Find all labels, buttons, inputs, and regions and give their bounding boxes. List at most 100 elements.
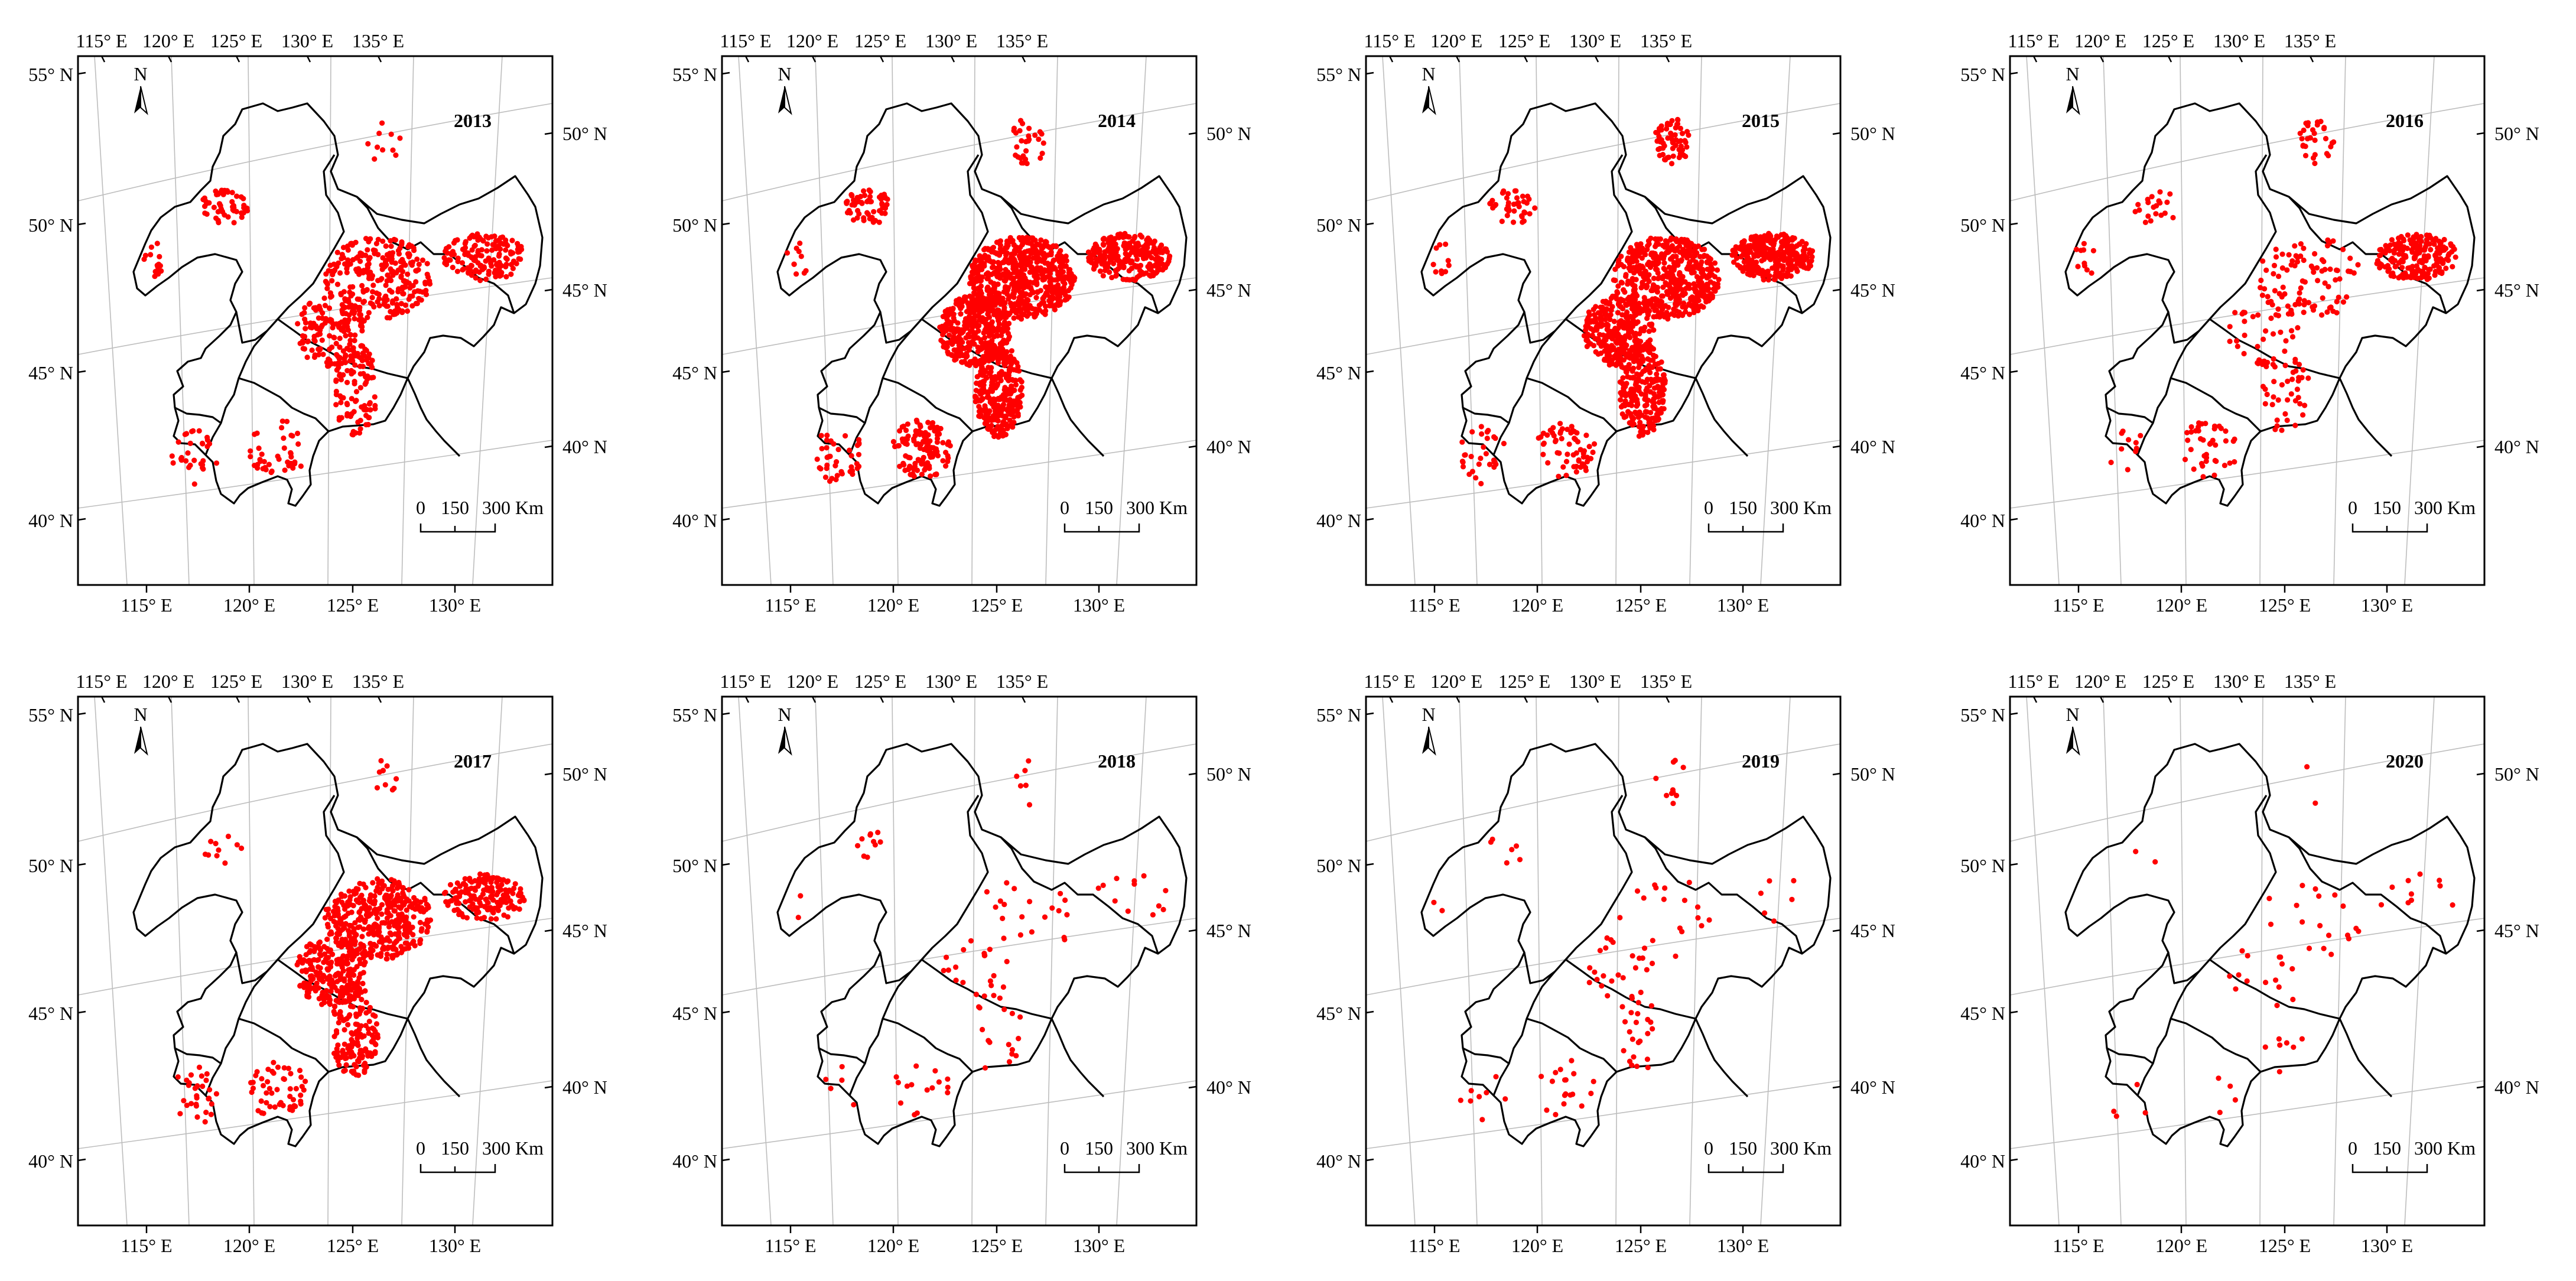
fire-point <box>2274 423 2280 429</box>
fire-point <box>1000 413 1006 419</box>
fire-point <box>329 268 335 274</box>
fire-point <box>1615 301 1621 307</box>
fire-point <box>266 461 272 467</box>
fire-point <box>2292 398 2298 404</box>
fire-point <box>1002 392 1008 398</box>
fire-point <box>1061 262 1066 268</box>
fire-point <box>1147 266 1153 272</box>
fire-point <box>1621 357 1627 363</box>
fire-point <box>1807 263 1813 269</box>
fire-point <box>366 415 372 421</box>
fire-point <box>1651 405 1657 411</box>
fire-point <box>949 341 955 347</box>
fire-point <box>991 285 997 291</box>
province-boundary <box>174 407 222 424</box>
top-tick <box>1455 56 1461 63</box>
fire-point <box>391 311 396 317</box>
top-tick <box>2099 56 2105 63</box>
fire-point <box>279 418 285 424</box>
fire-point <box>2299 136 2305 142</box>
fire-point <box>1147 261 1153 267</box>
fire-point <box>2298 285 2304 291</box>
fire-point <box>1017 245 1023 251</box>
fire-point <box>1484 429 1490 435</box>
fire-point <box>1442 269 1449 275</box>
fire-point <box>2084 267 2090 273</box>
bottom-lon-label: 125° E <box>971 594 1023 616</box>
fire-point <box>975 308 981 314</box>
fire-point <box>1757 271 1763 277</box>
fire-point <box>1608 295 1614 301</box>
fire-point <box>1025 256 1031 262</box>
fire-point <box>2336 294 2341 300</box>
fire-point <box>1794 251 1800 257</box>
fire-point <box>2288 391 2294 397</box>
fire-point <box>395 248 402 253</box>
scale-bar-line <box>2351 524 2428 533</box>
fire-point <box>385 253 391 259</box>
fire-point <box>1433 245 1439 251</box>
fire-point <box>1640 424 1646 430</box>
fire-point <box>963 335 969 341</box>
left-tick <box>721 518 730 521</box>
fire-point <box>1783 235 1788 240</box>
fire-point <box>1010 420 1016 426</box>
province-boundary <box>1694 378 1749 457</box>
fire-point <box>941 344 947 350</box>
bottom-lon-label: 115° E <box>2053 594 2104 616</box>
fire-point <box>353 389 360 395</box>
province-boundary <box>882 377 974 433</box>
fire-point <box>2400 259 2406 265</box>
right-lat-label: 50° N <box>2494 123 2539 144</box>
graticule-line <box>248 56 255 586</box>
fire-point <box>398 301 405 307</box>
right-lat-label: 40° N <box>562 436 607 457</box>
fire-point <box>1739 239 1745 245</box>
fire-point <box>1658 410 1664 416</box>
fire-point <box>1615 259 1621 265</box>
north-arrow-left-half <box>778 86 785 113</box>
fire-point <box>2278 329 2284 335</box>
fire-point <box>2288 328 2295 334</box>
left-tick <box>77 71 86 75</box>
fire-point <box>1068 270 1074 276</box>
fire-point <box>1022 249 1028 255</box>
top-lon-label: 125° E <box>1498 30 1550 51</box>
fire-point <box>1551 433 1557 439</box>
fire-point <box>1645 356 1651 362</box>
fire-point <box>2211 426 2217 432</box>
fire-point <box>1020 311 1026 317</box>
fire-point <box>1032 314 1037 320</box>
fire-point <box>984 419 990 425</box>
graticule-line <box>1045 56 1058 586</box>
fire-point <box>359 328 365 334</box>
fire-point <box>1002 278 1008 284</box>
fire-point <box>1501 441 1507 447</box>
fire-point <box>1019 160 1024 166</box>
fire-point <box>347 342 353 347</box>
fire-point <box>484 248 490 254</box>
fire-point <box>1600 332 1606 338</box>
fire-point <box>1121 265 1127 271</box>
fire-point <box>2260 336 2266 342</box>
fire-point <box>413 268 419 274</box>
fire-point <box>351 409 357 415</box>
right-tick <box>1188 288 1197 292</box>
fire-point <box>349 396 354 402</box>
fire-point <box>901 462 907 468</box>
province-boundary <box>174 1047 222 1065</box>
bottom-lon-label: 130° E <box>1073 594 1125 616</box>
fire-point <box>1606 356 1612 362</box>
fire-point <box>365 262 370 268</box>
fire-point <box>1644 402 1650 408</box>
fire-point <box>308 321 314 327</box>
fire-point <box>187 462 193 469</box>
fire-point <box>234 193 240 199</box>
graticule-line <box>77 1080 553 1149</box>
fire-point <box>473 275 479 281</box>
fire-point <box>477 871 483 877</box>
fire-point <box>257 457 263 463</box>
fire-point <box>1565 451 1570 457</box>
fire-point <box>1744 245 1749 251</box>
